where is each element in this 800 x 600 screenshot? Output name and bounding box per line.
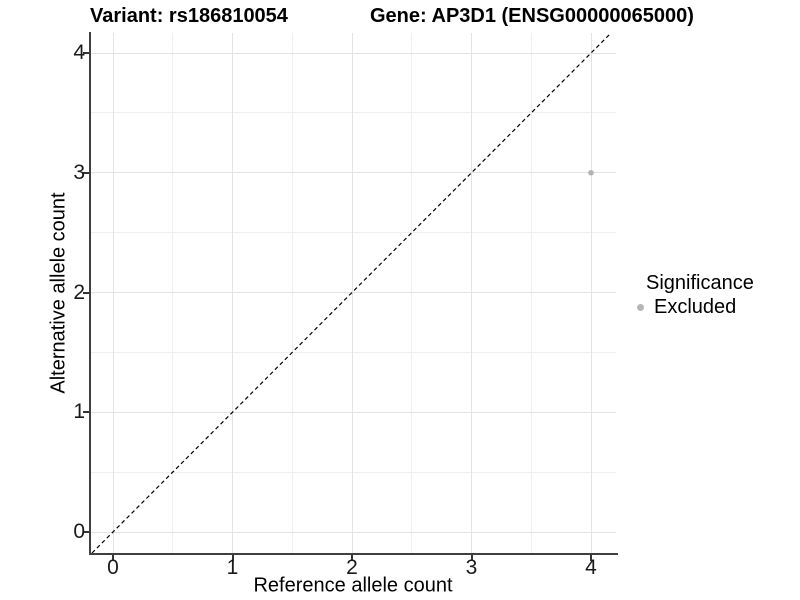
- identity-dashed-line-layer: [91, 32, 612, 554]
- gridline-y-major: [91, 411, 616, 413]
- y-axis-line: [89, 32, 91, 555]
- gridline-y-minor: [91, 351, 616, 353]
- gridline-x-major: [112, 33, 114, 553]
- gridline-x-minor: [291, 33, 293, 553]
- x-tick-mark: [470, 555, 473, 561]
- y-tick-label: 4: [73, 41, 85, 64]
- gridline-x-minor: [172, 33, 174, 553]
- x-tick-label: 1: [226, 556, 239, 579]
- y-tick-label: 3: [73, 160, 85, 184]
- x-tick-mark: [590, 555, 592, 561]
- x-tick-label: 4: [585, 556, 597, 579]
- x-tick-mark: [231, 555, 234, 561]
- gridline-x-minor: [411, 33, 413, 553]
- legend-key-circle-icon: [637, 303, 644, 311]
- plot-panel: [91, 32, 616, 554]
- x-tick-mark: [112, 555, 114, 561]
- legend: Significance Excluded: [632, 271, 754, 318]
- y-tick-label: 2: [73, 280, 85, 304]
- y-tick-mark: [83, 411, 89, 414]
- gridline-x-major: [471, 33, 472, 553]
- x-tick-mark: [351, 555, 353, 561]
- x-tick-label: 0: [107, 556, 119, 579]
- x-axis-title: Reference allele count: [253, 574, 453, 597]
- gridline-x-minor: [530, 33, 532, 553]
- legend-item-excluded: Excluded: [632, 296, 754, 318]
- x-axis-line: [89, 553, 618, 555]
- y-tick-mark: [83, 531, 89, 533]
- gridline-y-minor: [91, 112, 616, 114]
- x-tick-label: 3: [465, 556, 478, 579]
- plot-title-gene: Gene: AP3D1 (ENSG00000065000): [370, 5, 694, 27]
- gridline-y-major: [91, 292, 616, 293]
- y-tick-mark: [83, 52, 89, 54]
- y-tick-mark: [83, 171, 89, 174]
- y-tick-mark: [83, 291, 89, 294]
- plot-title-variant: Variant: rs186810054: [90, 5, 288, 27]
- data-point: [588, 169, 594, 176]
- legend-title: Significance: [646, 272, 754, 294]
- gridline-y-major: [91, 531, 616, 533]
- gridline-y-major: [91, 52, 616, 54]
- gridline-x-major: [590, 33, 592, 553]
- gridline-y-minor: [91, 232, 616, 234]
- legend-item-label: Excluded: [654, 296, 737, 318]
- gridline-y-major: [91, 172, 616, 174]
- gridline-x-major: [232, 33, 233, 553]
- identity-dashed-line: [91, 32, 612, 554]
- gridline-y-minor: [91, 471, 616, 473]
- y-tick-label: 1: [73, 400, 85, 424]
- y-tick-label: 0: [73, 520, 85, 543]
- x-tick-label: 2: [346, 556, 358, 579]
- y-axis-title: Alternative allele count: [47, 192, 70, 394]
- data-points-layer: [588, 169, 594, 176]
